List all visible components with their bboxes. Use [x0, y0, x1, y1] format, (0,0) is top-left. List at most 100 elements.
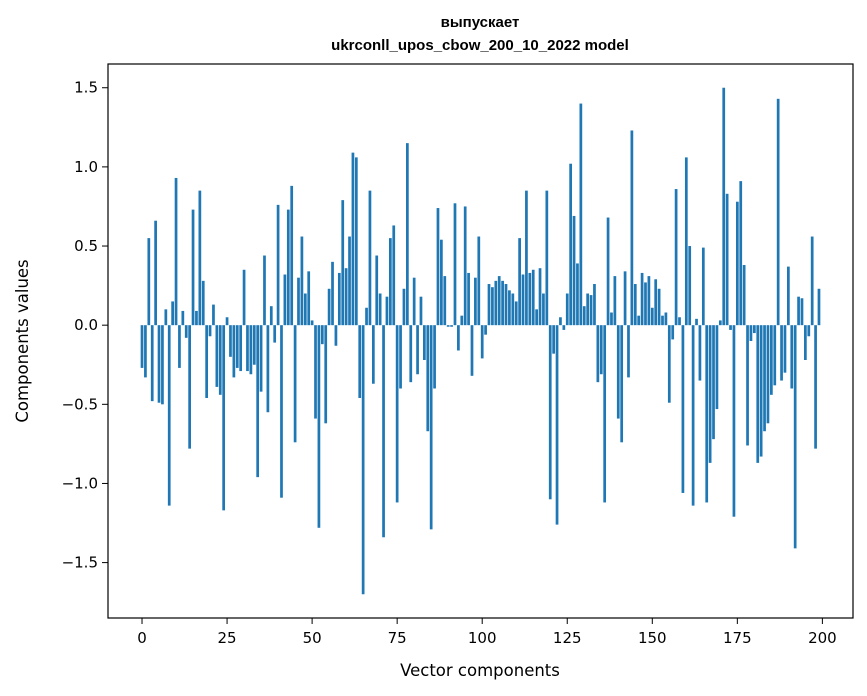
bar — [184, 325, 188, 338]
bar — [208, 325, 212, 337]
bar — [531, 269, 535, 326]
x-tick-label: 25 — [218, 629, 237, 647]
bar — [514, 301, 518, 326]
y-tick-label: 0.0 — [74, 316, 98, 334]
bar — [263, 255, 266, 326]
bar — [817, 288, 821, 326]
bar — [337, 272, 341, 326]
y-tick-label: −1.0 — [62, 474, 98, 492]
bar — [722, 87, 726, 326]
bar — [276, 204, 280, 326]
y-axis-label: Components values — [13, 259, 32, 422]
bar — [269, 306, 273, 326]
bar — [565, 293, 569, 326]
bar — [371, 325, 375, 384]
bar — [181, 310, 185, 326]
bar — [698, 325, 702, 381]
bar — [695, 318, 698, 326]
bar — [508, 290, 511, 326]
bar — [416, 325, 419, 375]
bar — [589, 295, 593, 326]
bar — [810, 236, 814, 326]
y-tick-label: 1.5 — [74, 79, 98, 97]
chart-title-line-2: ukrconll_upos_cbow_200_10_2022 model — [331, 37, 629, 54]
bar — [300, 236, 304, 326]
bar — [290, 185, 294, 326]
bar — [599, 325, 603, 375]
bar — [637, 315, 641, 326]
bar — [341, 200, 345, 326]
bar — [229, 325, 232, 357]
bar — [576, 263, 579, 326]
bar — [763, 325, 766, 432]
bar — [406, 143, 409, 326]
bar — [167, 325, 171, 506]
bar — [293, 325, 297, 443]
bar — [198, 190, 202, 326]
bar — [178, 325, 181, 368]
bar — [729, 325, 732, 330]
bar — [303, 293, 307, 326]
bar — [205, 325, 209, 398]
bar — [480, 325, 484, 359]
bar — [759, 325, 763, 457]
bar — [164, 309, 168, 326]
bar — [484, 325, 487, 335]
bar — [399, 325, 402, 389]
bar — [661, 315, 664, 326]
bar — [474, 277, 477, 326]
bar — [535, 309, 538, 326]
bar — [273, 325, 277, 343]
y-tick-label: 1.0 — [74, 158, 98, 176]
bar — [586, 293, 590, 326]
bar — [572, 215, 576, 326]
y-axis-ticks: −1.5 −1.0 −0.5 0.0 0.5 1.0 1.5 — [62, 79, 108, 572]
bar — [195, 310, 198, 326]
bar — [171, 301, 174, 326]
bar — [644, 282, 647, 326]
x-tick-label: 125 — [553, 629, 582, 647]
bar — [426, 325, 430, 432]
bar — [334, 325, 338, 346]
x-tick-label: 150 — [638, 629, 667, 647]
bar — [783, 325, 787, 373]
bar — [256, 325, 260, 478]
bar — [603, 325, 607, 503]
bar — [463, 206, 467, 326]
bar — [691, 325, 695, 506]
bar — [368, 190, 372, 326]
bar — [358, 325, 362, 398]
x-tick-label: 175 — [723, 629, 752, 647]
plot-frame — [107, 63, 854, 619]
y-tick-label: 0.5 — [74, 237, 98, 255]
bar — [174, 177, 178, 326]
bar — [351, 152, 355, 326]
bar — [521, 274, 525, 326]
bar — [157, 325, 161, 403]
bar — [542, 293, 545, 326]
bar — [140, 325, 144, 368]
bar — [215, 325, 219, 387]
bar — [487, 284, 491, 326]
bar — [766, 325, 770, 424]
bar — [317, 325, 321, 528]
bar — [436, 208, 440, 326]
bar — [633, 284, 637, 326]
bar — [446, 325, 450, 327]
bar — [804, 325, 807, 360]
bar — [525, 190, 528, 326]
bar — [423, 325, 426, 360]
bar — [388, 238, 392, 326]
bar — [814, 325, 817, 449]
bar — [552, 325, 555, 354]
bar — [467, 272, 470, 326]
bar — [657, 288, 661, 326]
bar — [538, 268, 542, 326]
bar — [593, 284, 596, 326]
bar — [212, 304, 215, 326]
bar — [790, 325, 794, 389]
bar — [239, 325, 243, 372]
bar — [361, 325, 365, 595]
bar — [606, 217, 610, 326]
